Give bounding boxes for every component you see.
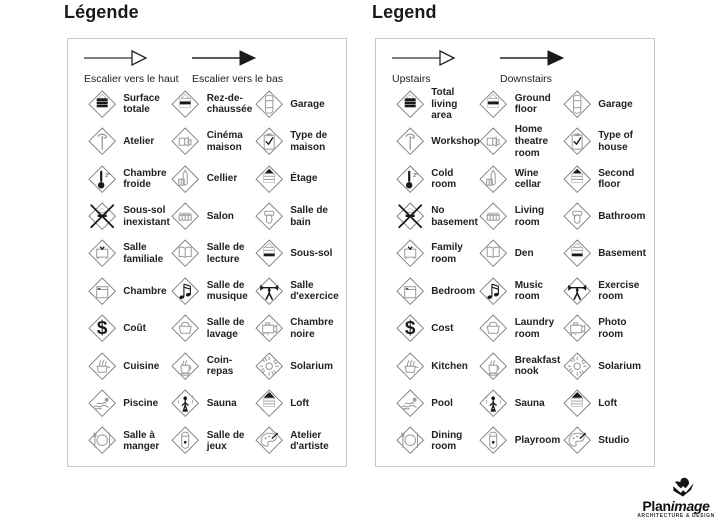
svg-text:$: $ [405, 318, 416, 339]
svg-text:2°: 2° [105, 173, 110, 179]
svg-text:2°: 2° [413, 173, 418, 179]
svg-text:$: $ [97, 318, 108, 339]
